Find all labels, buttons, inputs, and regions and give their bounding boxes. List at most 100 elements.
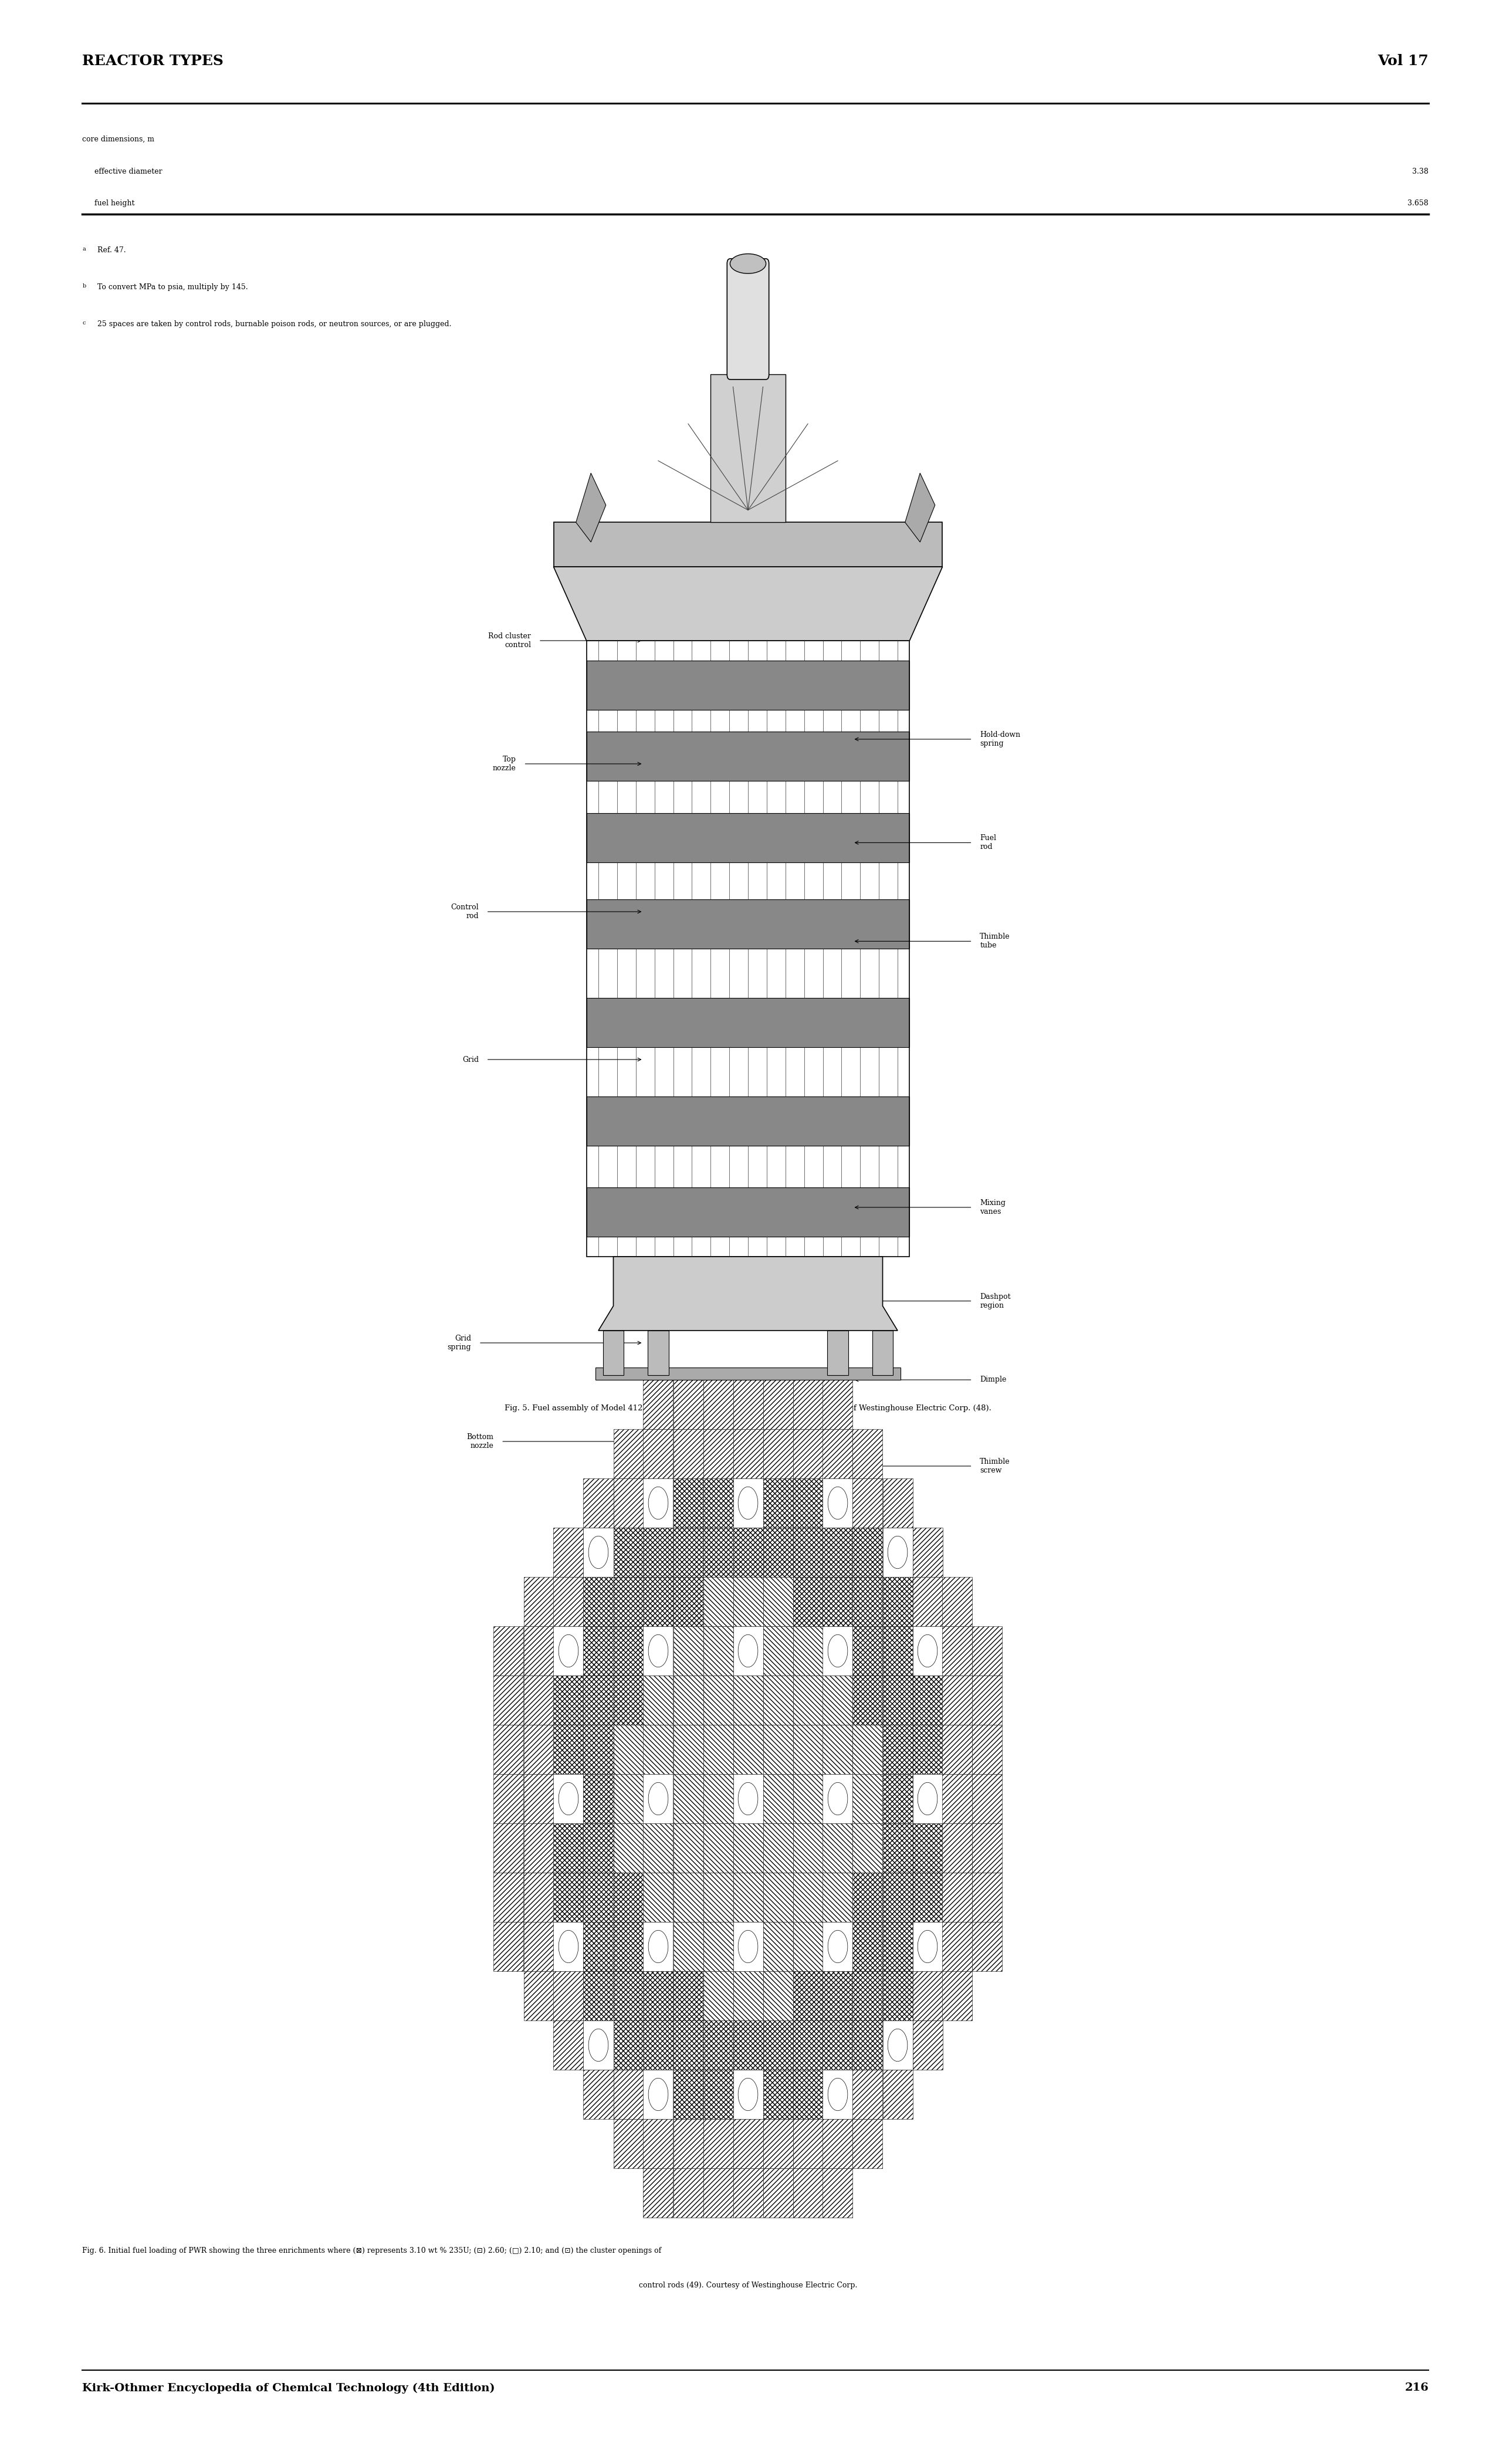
Bar <box>793 1478 823 1528</box>
Bar <box>942 1626 972 1676</box>
Bar <box>524 1971 554 2020</box>
Bar <box>883 1971 913 2020</box>
Bar <box>972 1725 1002 1774</box>
FancyBboxPatch shape <box>586 813 910 862</box>
Bar <box>763 2119 793 2168</box>
Text: Fuel
rod: Fuel rod <box>980 835 996 850</box>
Text: Vol 17: Vol 17 <box>1378 54 1429 69</box>
Bar <box>853 1774 883 1823</box>
Bar <box>643 1676 673 1725</box>
Bar <box>583 2070 613 2119</box>
Bar <box>613 2020 643 2070</box>
Bar <box>733 2119 763 2168</box>
Bar <box>733 2168 763 2218</box>
Bar <box>853 1626 883 1676</box>
Bar <box>583 1823 613 1873</box>
Bar <box>554 1577 583 1626</box>
Polygon shape <box>905 473 935 542</box>
Bar <box>673 1380 703 1429</box>
Bar <box>703 1478 733 1528</box>
Bar <box>883 1873 913 1922</box>
Bar <box>643 2070 673 2119</box>
Bar <box>524 1922 554 1971</box>
Bar <box>703 1823 733 1873</box>
Bar <box>733 1380 763 1429</box>
Text: REACTOR TYPES: REACTOR TYPES <box>82 54 223 69</box>
Bar <box>673 1626 703 1676</box>
Bar <box>913 1823 942 1873</box>
Bar <box>883 1577 913 1626</box>
Bar <box>913 1528 942 1577</box>
Bar <box>972 1922 1002 1971</box>
Bar <box>853 1429 883 1478</box>
Bar <box>554 1725 583 1774</box>
Bar <box>793 1922 823 1971</box>
Bar <box>763 1478 793 1528</box>
Bar <box>942 1774 972 1823</box>
Bar <box>703 1429 733 1478</box>
Bar <box>554 522 942 567</box>
Circle shape <box>648 1486 669 1520</box>
Bar <box>793 1971 823 2020</box>
Bar <box>613 1626 643 1676</box>
Bar <box>554 1873 583 1922</box>
Circle shape <box>827 1634 848 1668</box>
Circle shape <box>827 1781 848 1816</box>
Text: Thimble
screw: Thimble screw <box>980 1459 1010 1473</box>
Bar <box>793 1380 823 1429</box>
Bar <box>703 1873 733 1922</box>
Bar <box>643 1823 673 1873</box>
Bar <box>913 1873 942 1922</box>
Circle shape <box>738 2077 758 2112</box>
Bar <box>583 1626 613 1676</box>
Bar <box>913 1626 942 1676</box>
Text: 216: 216 <box>1405 2383 1429 2393</box>
Bar <box>613 1429 643 1478</box>
Bar <box>883 1823 913 1873</box>
Bar <box>733 1725 763 1774</box>
Bar <box>603 1331 624 1375</box>
FancyBboxPatch shape <box>586 732 910 781</box>
Circle shape <box>738 1929 758 1964</box>
Bar <box>763 1429 793 1478</box>
Bar <box>942 1873 972 1922</box>
Bar <box>763 1774 793 1823</box>
Bar <box>494 1626 524 1676</box>
Bar <box>673 1577 703 1626</box>
Bar <box>494 1676 524 1725</box>
Bar <box>793 1725 823 1774</box>
Text: a: a <box>82 246 85 251</box>
Bar <box>554 1774 583 1823</box>
Bar <box>793 2168 823 2218</box>
Bar <box>595 1368 901 1380</box>
Bar <box>793 2119 823 2168</box>
Bar <box>613 1971 643 2020</box>
Bar <box>823 2119 853 2168</box>
Bar <box>853 1971 883 2020</box>
Bar <box>733 1971 763 2020</box>
Bar <box>883 1626 913 1676</box>
Bar <box>853 1478 883 1528</box>
Text: Dimple: Dimple <box>980 1375 1007 1385</box>
Bar <box>763 1528 793 1577</box>
Bar <box>703 1971 733 2020</box>
Bar <box>673 2070 703 2119</box>
Bar <box>673 1873 703 1922</box>
Bar <box>673 1725 703 1774</box>
Bar <box>972 1823 1002 1873</box>
Bar <box>643 1971 673 2020</box>
Bar <box>853 1823 883 1873</box>
Bar <box>823 1478 853 1528</box>
Bar <box>853 2119 883 2168</box>
Text: Hold-down
spring: Hold-down spring <box>980 732 1020 747</box>
Bar <box>733 1478 763 1528</box>
Bar <box>733 1823 763 1873</box>
Bar <box>853 1676 883 1725</box>
Bar <box>763 2020 793 2070</box>
Bar <box>883 2070 913 2119</box>
Bar <box>673 1971 703 2020</box>
Bar <box>494 1725 524 1774</box>
Bar <box>673 1922 703 1971</box>
Bar <box>823 1774 853 1823</box>
Bar <box>823 2070 853 2119</box>
